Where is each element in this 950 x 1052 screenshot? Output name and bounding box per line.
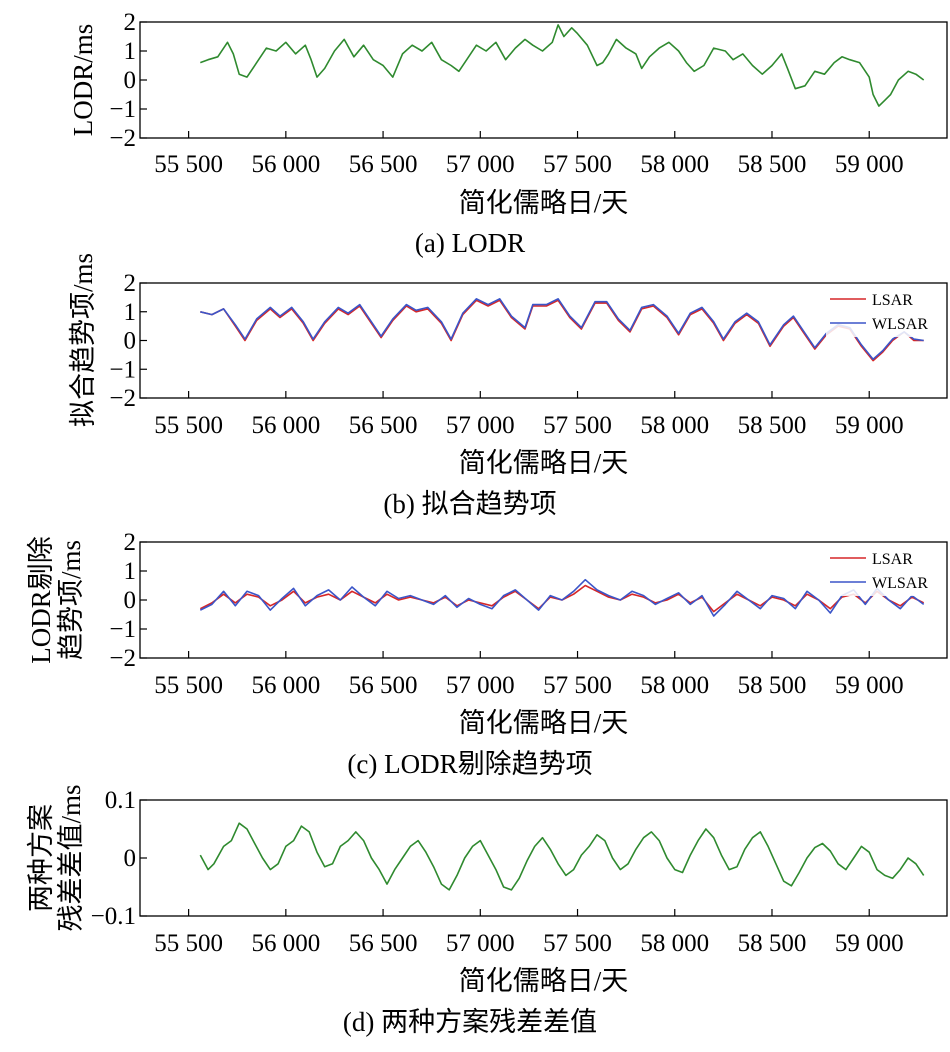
y-axis-label: 拟合趋势项/ms (68, 253, 98, 427)
x-tick-label: 57 000 (446, 151, 515, 178)
legend-label-lsar: LSAR (872, 551, 913, 568)
x-tick-label: 56 000 (251, 412, 320, 439)
y-tick-label: 2 (124, 9, 137, 36)
y-tick-label: −2 (109, 385, 136, 412)
y-tick-label: −1 (109, 96, 136, 123)
chart-panel-d: −0.1 0 0.1 55 500 56 000 56 500 57 000 57 500 58… (26, 784, 948, 1037)
x-axis-label: 简化儒略日/天 (459, 188, 629, 218)
x-axis-label: 简化儒略日/天 (459, 708, 629, 738)
y-tick-label: −0.1 (91, 903, 136, 930)
x-axis-label: 简化儒略日/天 (459, 448, 629, 478)
x-tick-label: 56 000 (251, 151, 320, 178)
y-tick-label: 1 (124, 299, 137, 326)
y-tick-label: 2 (124, 270, 137, 297)
x-tick-label: 58 500 (738, 930, 807, 957)
x-tick-label: 57 000 (446, 930, 515, 957)
y-tick-label: −1 (109, 356, 136, 383)
x-tick-label: 55 500 (154, 151, 223, 178)
y-tick-label: −1 (109, 616, 136, 643)
y-axis-label: 残差差值/ms (56, 784, 86, 931)
legend-label-lsar: LSAR (872, 292, 913, 309)
y-axis-label: 两种方案 (26, 804, 56, 912)
plot-frame (139, 541, 948, 659)
panel-caption: (d) 两种方案残差差值 (343, 1007, 597, 1037)
x-tick-label: 58 000 (640, 930, 709, 957)
y-tick-label: 0 (124, 328, 137, 355)
panel-caption: (b) 拟合趋势项 (383, 489, 556, 519)
y-tick-label: 1 (124, 38, 137, 65)
x-tick-label: 58 500 (738, 412, 807, 439)
y-tick-label: 0 (124, 587, 137, 614)
x-tick-label: 58 000 (640, 151, 709, 178)
legend-label-wlsar: WLSAR (872, 575, 928, 592)
x-tick-label: 56 000 (251, 672, 320, 699)
y-tick-label: 1 (124, 558, 137, 585)
x-tick-label: 57 500 (543, 930, 612, 957)
y-tick-label: 0 (124, 67, 137, 94)
x-tick-label: 58 000 (640, 412, 709, 439)
x-tick-label: 58 500 (738, 151, 807, 178)
x-tick-label: 57 000 (446, 412, 515, 439)
series-line-wlsar (199, 578, 925, 617)
y-tick-label: −2 (109, 125, 136, 152)
series-line-lsar (199, 584, 925, 613)
y-tick-label: 0 (124, 845, 137, 872)
x-axis-label: 简化儒略日/天 (459, 966, 629, 996)
x-tick-label: 57 000 (446, 672, 515, 699)
plot-frame (139, 799, 948, 917)
x-tick-label: 56 500 (349, 672, 418, 699)
series-line-wlsar (200, 298, 924, 360)
x-tick-label: 56 500 (349, 412, 418, 439)
panel-caption: (c) LODR剔除趋势项 (347, 749, 592, 779)
series-line-data (200, 24, 925, 107)
x-tick-label: 59 000 (835, 930, 904, 957)
x-tick-label: 58 000 (640, 672, 709, 699)
y-tick-label: 0.1 (105, 787, 136, 814)
panel-caption: (a) LODR (415, 228, 525, 258)
legend-box (826, 285, 944, 337)
x-tick-label: 59 000 (835, 412, 904, 439)
x-tick-label: 56 000 (251, 930, 320, 957)
legend: LSAR WLSAR (826, 544, 944, 596)
x-tick-label: 55 500 (154, 412, 223, 439)
x-tick-label: 56 500 (349, 930, 418, 957)
x-tick-label: 55 500 (154, 930, 223, 957)
legend-label-wlsar: WLSAR (872, 316, 928, 333)
plot-frame (139, 21, 948, 139)
x-tick-label: 58 500 (738, 672, 807, 699)
legend-box (826, 544, 944, 596)
x-tick-label: 59 000 (835, 672, 904, 699)
x-tick-label: 56 500 (349, 151, 418, 178)
y-axis-label: LODR/ms (68, 24, 98, 137)
y-tick-label: −2 (109, 645, 136, 672)
series-line-data (199, 822, 925, 891)
x-tick-label: 57 500 (543, 672, 612, 699)
y-tick-label: 2 (124, 529, 137, 556)
x-tick-label: 57 500 (543, 151, 612, 178)
x-tick-label: 59 000 (835, 151, 904, 178)
plot-frame (139, 282, 948, 399)
x-tick-label: 57 500 (543, 412, 612, 439)
x-tick-label: 55 500 (154, 672, 223, 699)
y-axis-label: 趋势项/ms (56, 540, 86, 660)
y-axis-label: LODR剔除 (26, 536, 56, 664)
legend: LSAR WLSAR (826, 285, 944, 337)
series-line-lsar (200, 299, 924, 362)
